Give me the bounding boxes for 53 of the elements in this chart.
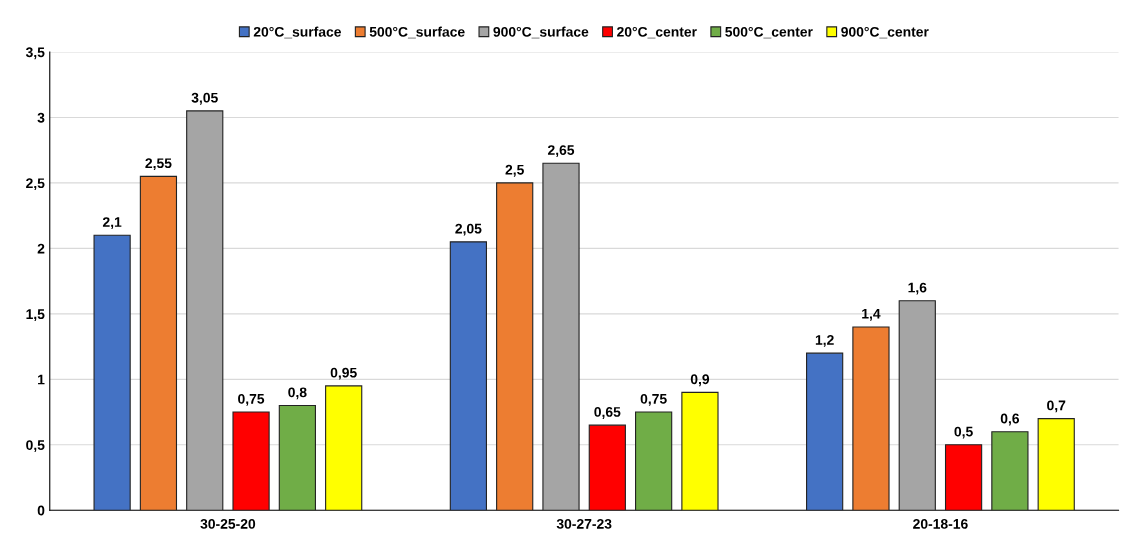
- data-label: 1,4: [862, 308, 881, 321]
- data-label: 0,5: [954, 426, 973, 439]
- bar: [139, 175, 178, 511]
- bar: [991, 431, 1029, 511]
- data-label: 0,9: [690, 374, 710, 387]
- y-tick-label: 1,5: [26, 309, 45, 322]
- bar: [93, 234, 131, 511]
- data-label: 0,75: [640, 393, 667, 406]
- bar: [681, 391, 719, 511]
- data-label: 3,05: [191, 92, 218, 105]
- data-label: 0,65: [594, 407, 621, 419]
- data-label: 0,95: [330, 367, 357, 380]
- bar: [232, 411, 270, 511]
- x-tick-label: 30-25-20: [200, 518, 256, 529]
- bar: [542, 162, 580, 511]
- legend-label: 900°C_center: [841, 26, 929, 39]
- bar: [898, 300, 936, 511]
- data-label: 2,1: [102, 217, 122, 230]
- bar: [806, 352, 844, 511]
- y-tick-label: 0,5: [26, 440, 45, 452]
- bar: [588, 424, 626, 511]
- data-label: 2,05: [455, 223, 482, 236]
- y-tick-label: 1: [38, 374, 45, 385]
- bar: [278, 404, 316, 511]
- data-label: 2,55: [145, 158, 172, 171]
- bar: [852, 326, 890, 511]
- legend-label: 500°C_surface: [369, 26, 465, 39]
- data-label: 1,6: [908, 282, 927, 295]
- data-label: 0,75: [238, 393, 265, 406]
- data-label: 0,7: [1047, 400, 1066, 413]
- data-label: 1,2: [815, 335, 834, 347]
- data-label: 0,6: [1000, 413, 1020, 426]
- data-label: 2,5: [505, 164, 524, 177]
- bar: [325, 385, 363, 511]
- y-tick-label: 0: [37, 505, 45, 516]
- bar: [449, 241, 487, 511]
- bar: [1037, 418, 1075, 511]
- y-tick-label: 2: [37, 243, 45, 254]
- legend-label: 20°C_center: [617, 26, 697, 39]
- bar: [496, 182, 534, 511]
- data-label: 0,8: [288, 387, 307, 400]
- bar: [944, 444, 983, 511]
- bar: [635, 411, 673, 511]
- y-tick-label: 3: [37, 112, 45, 123]
- bar: [186, 110, 224, 511]
- legend-label: 20°C_surface: [253, 26, 342, 39]
- legend-label: 500°C_center: [725, 26, 813, 39]
- legend-label: 900°C_surface: [493, 26, 589, 39]
- y-tick-label: 3,5: [25, 47, 45, 60]
- y-tick-label: 2,5: [26, 178, 45, 191]
- x-tick-label: 30-27-23: [556, 518, 612, 529]
- data-label: 2,65: [547, 145, 575, 157]
- x-tick-label: 20-18-16: [913, 518, 968, 529]
